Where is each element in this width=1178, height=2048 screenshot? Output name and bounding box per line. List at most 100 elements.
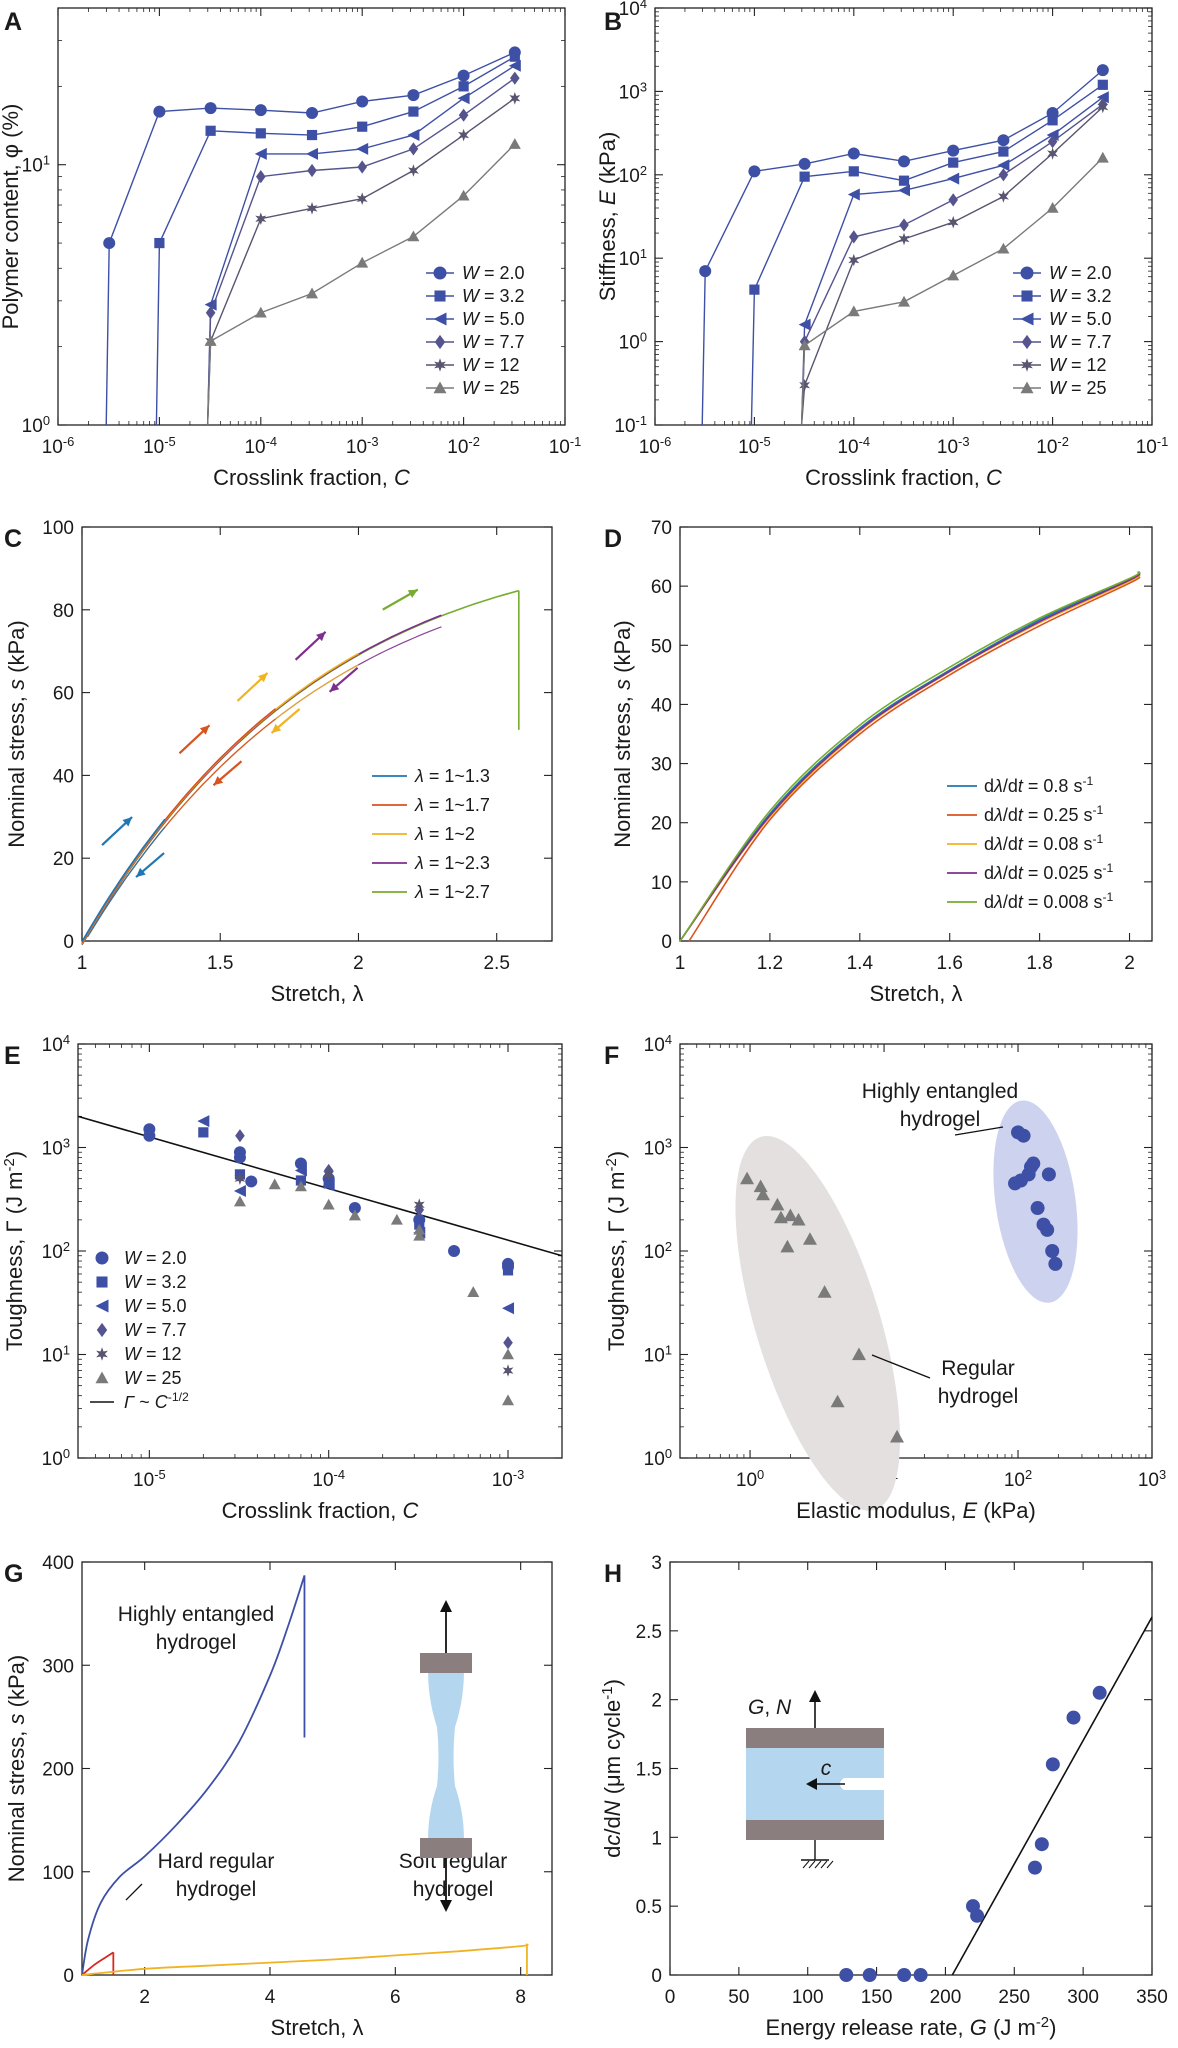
x-tick-label: 0 [665,1987,676,2008]
series-curve [679,570,1141,942]
data-point-square [357,121,368,132]
series-W-3-2 [198,1127,514,1276]
ground-hatch [826,1860,834,1869]
y-axis-label: Nominal stress, s (kPa) [4,1655,29,1882]
data-point-square [408,106,419,117]
data-point-circle [748,165,761,178]
data-point-triangle-up [322,1198,335,1210]
data-point-triangle-up [508,138,521,149]
x-tick-label: 2 [353,953,364,974]
data-point-star [898,232,910,246]
data-point-diamond [235,1129,245,1143]
data-point-circle [204,102,217,115]
data-point-square [198,1127,209,1138]
y-tick-label: 101 [22,152,50,177]
data-point-triangle-left [306,147,319,160]
data-point-circle [1016,1128,1031,1143]
regular-label-line2: hydrogel [938,1385,1019,1408]
data-point-circle [348,1202,361,1215]
y-tick-label: 2.5 [636,1622,662,1643]
data-point-star [96,1347,108,1361]
data-point-triangle-left [1096,91,1109,104]
x-tick-label: 10-6 [42,434,75,459]
data-point-triangle-up [457,189,470,201]
panel-letter-H: H [604,1560,622,1588]
legend-label: W = 5.0 [124,1296,187,1316]
y-tick-label: 30 [651,755,672,776]
y-tick-label: 104 [42,1032,70,1057]
data-point-triangle-up [413,1229,426,1241]
legend-label: dλ/dt = 0.08 s-1 [984,832,1104,854]
series-W-7-7 [205,71,520,426]
x-tick-label: 10-1 [549,434,582,459]
legend-fit-label: Γ ~ C-1/2 [124,1390,189,1412]
x-axis-label: Crosslink fraction, C [222,1498,419,1523]
entangled-label-line1: Highly entangled [862,1080,1018,1103]
data-point-square [799,171,810,182]
legend-label: W = 2.0 [462,263,525,283]
data-point-square [502,1265,514,1276]
data-point-circle [1030,1201,1045,1216]
data-point-triangle-up [204,335,217,346]
data-point-circle [306,107,319,120]
loading-curve [81,818,166,943]
series-W-3-2 [749,79,1108,426]
legend: W = 2.0 W = 3.2 W = 5.0 W = 7.7 W = 12 W = 25 [426,263,525,398]
data-point-circle [898,155,911,168]
series-curve [679,571,1141,942]
data-point-diamond [510,71,520,85]
data-point-star [509,92,521,105]
x-tick-label: 1.4 [847,953,874,974]
data-point-square [948,157,959,168]
up-arrow-head [440,1600,452,1612]
y-tick-label: 60 [53,684,74,705]
data-point-triangle-up [947,269,960,281]
crack-notch [840,1778,884,1790]
data-point-circle [433,266,447,280]
data-point-circle [1027,1860,1042,1875]
data-point-circle [448,1245,461,1257]
crack-arrow-head [806,1778,817,1790]
loading-arrow-head [122,817,133,827]
data-point-circle [1040,1222,1055,1237]
data-point-circle [1045,1757,1060,1772]
data-point-triangle-up [756,1187,771,1201]
series-W-5-0 [798,91,1109,426]
crack-label: c [821,1757,832,1780]
data-point-square [96,1276,108,1288]
series-curve [688,576,1141,942]
unloading-curve [86,664,359,938]
series-Highly-entangled-hydrogel [1008,1125,1063,1271]
data-point-circle [143,1129,156,1142]
data-point-circle [699,265,712,278]
y-tick-label: 100 [42,1446,70,1471]
data-point-triangle-left [433,312,447,326]
plot-frame [654,7,1153,426]
x-tick-label: 10-2 [1036,434,1069,459]
loading-curve [81,708,277,944]
x-tick-label: 102 [1004,1467,1032,1492]
data-point-star [255,212,267,225]
data-point-diamond [899,218,909,232]
data-point-triangle-left [1046,129,1059,142]
legend-label: W = 7.7 [462,332,525,352]
data-point-circle [153,105,166,118]
legend-label: dλ/dt = 0.025 s-1 [984,861,1114,883]
data-point-triangle-up [1046,201,1059,213]
data-point-star [998,190,1009,203]
data-point-triangle-up [753,1179,768,1193]
panel-letter-A: A [4,8,22,36]
legend-label: W = 12 [462,355,520,375]
series-W-25 [798,151,1109,426]
legend-label: W = 7.7 [124,1320,187,1340]
data-point-circle [1045,1244,1060,1258]
y-axis-label: Toughness, Γ (J m-2) [603,1151,630,1351]
x-tick-label: 1.2 [757,953,783,974]
x-tick-label: 150 [861,1987,893,2008]
series-W-25 [204,138,521,426]
legend-label: W = 7.7 [1049,332,1112,352]
panel-F: 100101102103100101102103104Highly entang… [603,1032,1167,1524]
x-axis-label: Crosslink fraction, C [213,465,410,490]
series-W-2-0 [103,46,521,426]
